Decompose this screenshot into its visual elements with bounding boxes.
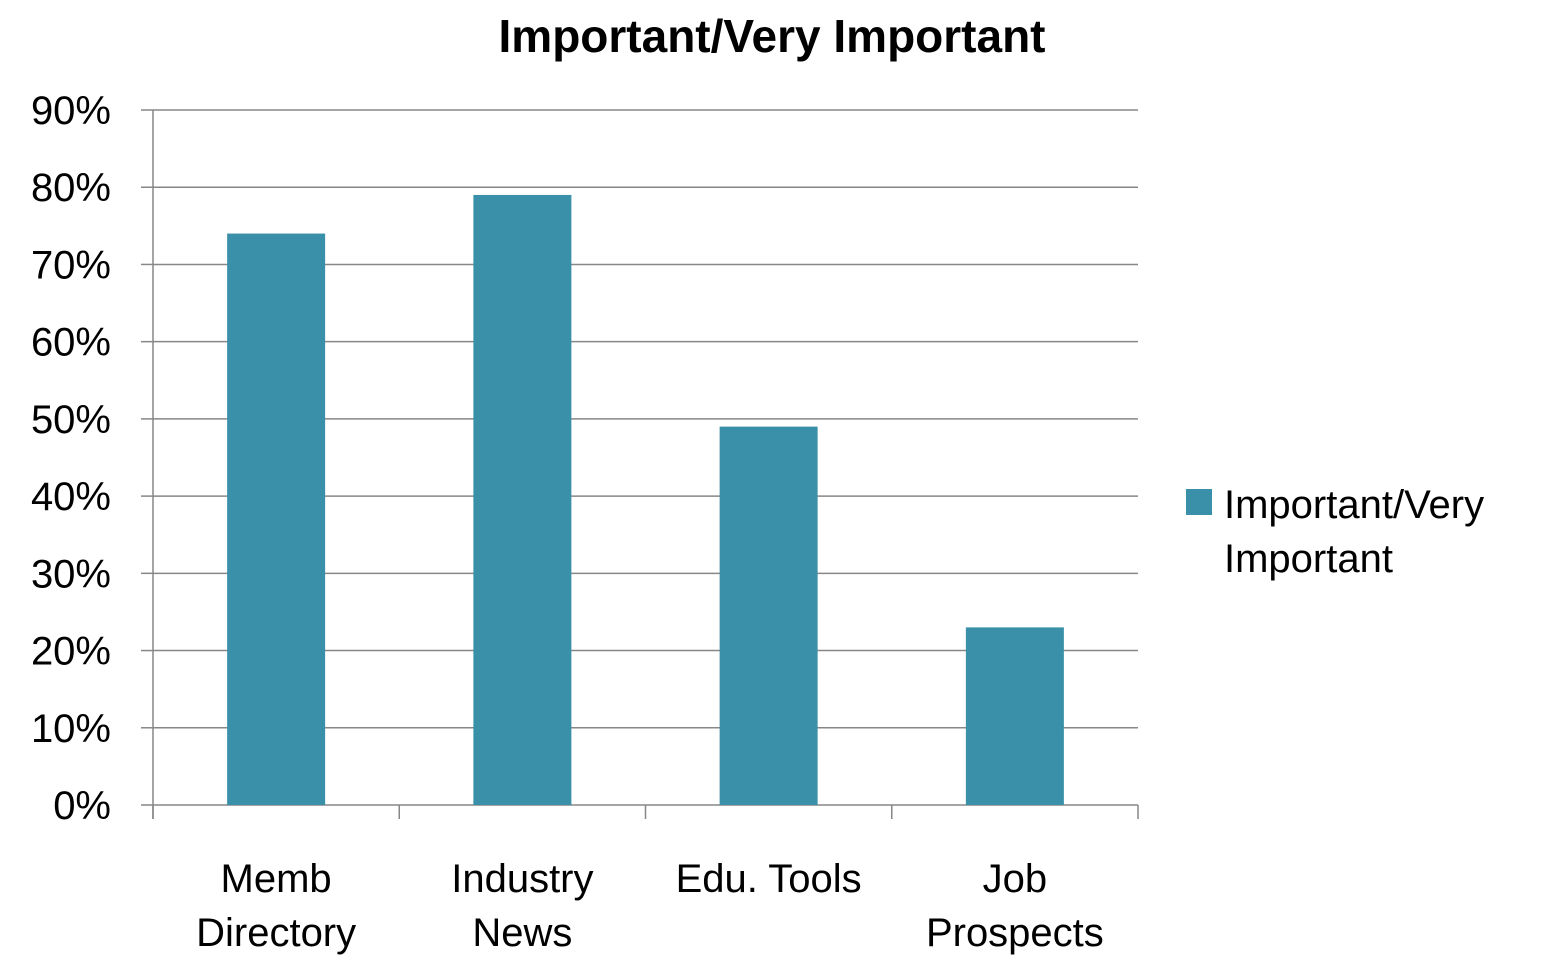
x-category-label-line: Prospects (926, 911, 1104, 955)
y-tick-label: 20% (31, 630, 111, 674)
x-axis-category-labels: Memb Directory Industry News Edu. Tools Job Pr… (196, 857, 1104, 955)
x-category-label: Edu. Tools (676, 857, 862, 901)
chart-title: Important/Very Important (499, 10, 1046, 62)
x-category-label-line: Edu. Tools (676, 857, 862, 901)
x-category-label: Industry News (451, 857, 593, 955)
legend-label-line: Important (1224, 537, 1393, 581)
bar (965, 627, 1064, 805)
legend-label-line: Important/Very (1224, 483, 1484, 527)
legend-swatch (1186, 489, 1212, 515)
x-category-label-line: Industry (451, 857, 593, 901)
x-category-label-line: Directory (196, 911, 356, 955)
bar (227, 233, 326, 806)
x-category-label-line: Job (983, 857, 1048, 901)
y-tick-label: 10% (31, 707, 111, 751)
bar (473, 194, 572, 805)
y-tick-label: 80% (31, 166, 111, 210)
y-tick-label: 50% (31, 398, 111, 442)
bar (719, 426, 818, 805)
y-tick-label: 30% (31, 552, 111, 596)
y-tick-label: 60% (31, 321, 111, 365)
x-category-label: Job Prospects (926, 857, 1104, 955)
bars (227, 194, 1064, 806)
y-tick-label: 70% (31, 243, 111, 287)
y-tick-label: 0% (53, 784, 111, 828)
x-category-label-line: News (472, 911, 572, 955)
legend-label: Important/Very Important (1224, 483, 1484, 581)
y-tick-label: 40% (31, 475, 111, 519)
x-category-label-line: Memb (221, 857, 332, 901)
y-tick-label: 90% (31, 89, 111, 133)
x-category-label: Memb Directory (196, 857, 356, 955)
y-axis-tick-labels: 0% 10% 20% 30% 40% 50% 60% 70% 80% 90% (31, 89, 111, 828)
legend: Important/Very Important (1186, 483, 1484, 581)
